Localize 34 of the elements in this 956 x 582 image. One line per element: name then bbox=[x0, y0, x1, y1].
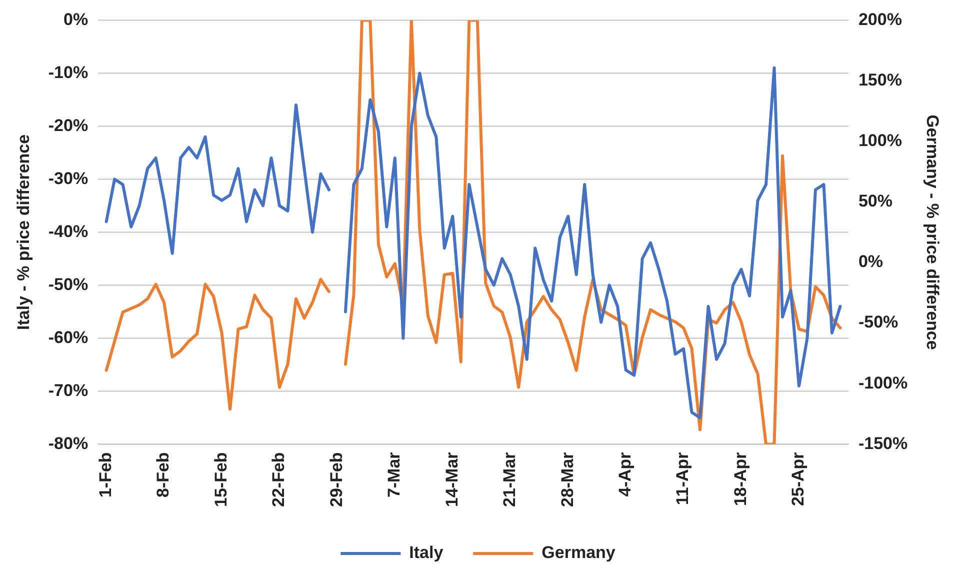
y-tick-label: -30% bbox=[48, 168, 88, 188]
y-tick-label: -80% bbox=[48, 434, 88, 453]
x-tick-label: 4-Apr bbox=[616, 452, 635, 497]
x-tick-label: 28-Mar bbox=[558, 452, 577, 508]
x-tick-label: 18-Apr bbox=[730, 452, 750, 506]
y-axis-title: Italy - % price difference bbox=[14, 134, 33, 330]
y2-tick-label: -50% bbox=[858, 312, 898, 332]
y-tick-label: -60% bbox=[48, 328, 88, 347]
x-tick-label: 21-Mar bbox=[500, 452, 520, 508]
y-tick-label: -10% bbox=[48, 62, 88, 82]
y2-tick-label: 150% bbox=[858, 70, 902, 90]
y-tick-label: -70% bbox=[48, 380, 88, 400]
y-tick-label: -20% bbox=[48, 116, 88, 135]
y-tick-label: 0% bbox=[64, 10, 88, 29]
x-tick-label: 8-Feb bbox=[154, 452, 173, 498]
y-tick-label: -50% bbox=[48, 274, 88, 294]
y2-tick-label: 200% bbox=[858, 10, 902, 29]
y2-tick-label: -150% bbox=[858, 434, 908, 453]
x-tick-label: 7-Mar bbox=[384, 452, 404, 498]
x-tick-label: 29-Feb bbox=[326, 452, 346, 507]
legend-label: Italy bbox=[409, 543, 444, 562]
y2-axis-title: Germany - % price difference bbox=[923, 114, 942, 350]
x-tick-label: 14-Mar bbox=[442, 452, 462, 508]
legend-label: Germany bbox=[542, 543, 616, 562]
x-tick-label: 15-Feb bbox=[211, 452, 230, 507]
x-tick-label: 25-Apr bbox=[788, 452, 808, 506]
y2-tick-label: 50% bbox=[858, 192, 892, 211]
x-tick-label: 1-Feb bbox=[96, 452, 116, 498]
y-tick-label: -40% bbox=[48, 222, 88, 241]
y2-tick-label: 100% bbox=[858, 131, 902, 150]
y2-tick-label: -100% bbox=[858, 373, 908, 392]
y2-tick-label: 0% bbox=[858, 252, 884, 272]
x-tick-label: 22-Feb bbox=[269, 452, 288, 507]
x-tick-label: 11-Apr bbox=[673, 452, 692, 506]
